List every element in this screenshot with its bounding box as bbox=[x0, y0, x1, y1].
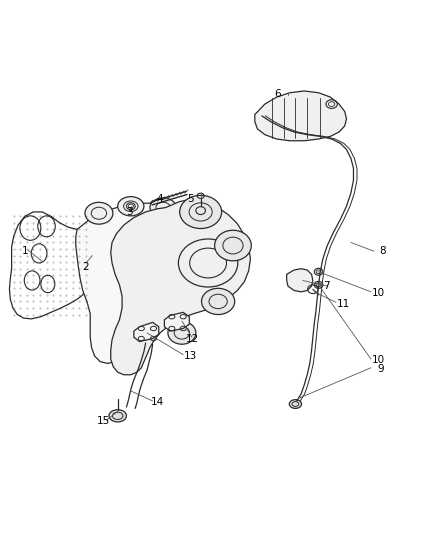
Polygon shape bbox=[255, 91, 346, 141]
Ellipse shape bbox=[314, 281, 323, 288]
Text: 14: 14 bbox=[151, 397, 165, 407]
Text: 6: 6 bbox=[275, 89, 281, 99]
Text: 11: 11 bbox=[337, 298, 350, 309]
Text: 12: 12 bbox=[186, 334, 199, 344]
Ellipse shape bbox=[109, 410, 127, 422]
Polygon shape bbox=[134, 322, 159, 342]
Ellipse shape bbox=[180, 195, 222, 229]
Ellipse shape bbox=[314, 268, 323, 275]
Text: 9: 9 bbox=[377, 364, 384, 374]
Text: 1: 1 bbox=[21, 246, 28, 256]
Text: 15: 15 bbox=[97, 416, 110, 426]
Text: 7: 7 bbox=[323, 281, 329, 291]
Ellipse shape bbox=[85, 203, 113, 224]
Text: 3: 3 bbox=[126, 207, 133, 217]
Ellipse shape bbox=[150, 198, 176, 217]
Polygon shape bbox=[111, 199, 251, 375]
Ellipse shape bbox=[201, 288, 235, 314]
Ellipse shape bbox=[215, 230, 251, 261]
Ellipse shape bbox=[168, 321, 196, 344]
Polygon shape bbox=[76, 203, 229, 364]
Ellipse shape bbox=[118, 197, 144, 216]
Text: 10: 10 bbox=[372, 356, 385, 365]
Text: 8: 8 bbox=[379, 246, 386, 256]
Text: 5: 5 bbox=[187, 194, 194, 204]
Ellipse shape bbox=[289, 400, 301, 408]
Polygon shape bbox=[164, 312, 189, 331]
Ellipse shape bbox=[183, 207, 207, 226]
Text: 13: 13 bbox=[184, 351, 197, 361]
Text: 10: 10 bbox=[372, 288, 385, 298]
Text: 4: 4 bbox=[157, 194, 163, 204]
Text: 2: 2 bbox=[82, 262, 89, 271]
Polygon shape bbox=[287, 269, 313, 292]
